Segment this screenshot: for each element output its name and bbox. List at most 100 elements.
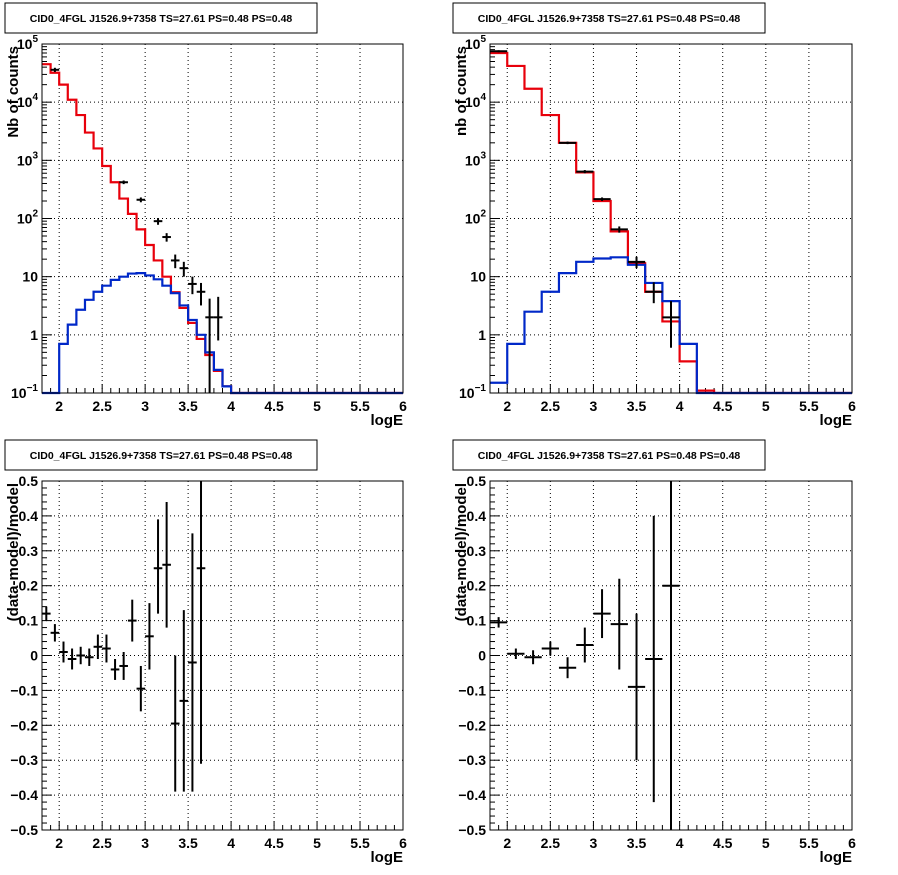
data-point	[179, 261, 189, 277]
y-tick-label: 0.5	[467, 473, 487, 489]
panel-bottom-right-residuals: CID0_4FGL J1526.9+7358 TS=27.61 PS=0.48 …	[452, 439, 856, 866]
y-tick-label: −0.4	[458, 787, 486, 803]
x-tick-label: 4	[227, 398, 235, 414]
x-tick-label: 6	[848, 835, 856, 851]
title-box	[4, 2, 318, 34]
data-point	[76, 646, 85, 665]
y-tick-label: −0.2	[10, 717, 38, 733]
data-point	[645, 282, 663, 304]
data-point	[610, 578, 628, 670]
x-tick-label: 3.5	[178, 835, 198, 851]
series-source-histogram	[42, 272, 403, 395]
y-tick-label: −0.5	[10, 822, 38, 838]
data-point	[524, 650, 542, 665]
x-tick-label: 2	[55, 835, 63, 851]
data-point	[593, 589, 611, 639]
y-tick-label: 0.4	[467, 508, 487, 524]
x-tick-label: 4.5	[713, 398, 733, 414]
x-tick-label: 5	[762, 835, 770, 851]
y-tick-label: −0.2	[458, 717, 486, 733]
x-tick-label: 4.5	[713, 835, 733, 851]
data-point	[490, 617, 508, 628]
data-point	[179, 610, 189, 792]
x-tick-label: 5	[313, 835, 321, 851]
data-point	[188, 533, 197, 792]
x-tick-label: 4	[676, 398, 684, 414]
x-tick-label: 5.5	[799, 835, 819, 851]
y-tick-label: 0.2	[19, 578, 39, 594]
data-point	[507, 648, 525, 659]
x-tick-label: 3	[141, 398, 149, 414]
data-point	[170, 655, 180, 792]
y-tick-label: 10	[470, 269, 486, 285]
x-axis-label: logE	[371, 412, 404, 429]
chart-title: CID0_4FGL J1526.9+7358 TS=27.61 PS=0.48 …	[30, 450, 293, 462]
data-point	[50, 67, 60, 73]
x-tick-label: 2	[55, 398, 63, 414]
x-tick-label: 4	[676, 835, 684, 851]
y-tick-label: 0.2	[467, 578, 487, 594]
data-point	[153, 217, 163, 225]
data-point	[576, 627, 594, 663]
data-point	[102, 634, 111, 663]
y-tick-label: 0.4	[19, 508, 39, 524]
chart-title: CID0_4FGL J1526.9+7358 TS=27.61 PS=0.48 …	[478, 13, 741, 25]
title-box	[4, 439, 318, 471]
data-point	[110, 658, 120, 680]
y-tick-label: 10−1	[459, 383, 486, 401]
title-box	[452, 2, 766, 34]
data-point	[170, 254, 180, 269]
data-point	[50, 624, 60, 642]
data-point	[136, 665, 146, 712]
data-point	[558, 657, 577, 679]
panel-top-right-counts: CID0_4FGL J1526.9+7358 TS=27.61 PS=0.48 …	[452, 2, 856, 429]
x-axis-label: logE	[820, 412, 853, 429]
x-tick-label: 5	[762, 398, 770, 414]
y-tick-label: 102	[17, 209, 39, 227]
y-tick-label: −0.1	[10, 682, 38, 698]
x-axis-label: logE	[371, 849, 404, 866]
y-tick-label: −0.1	[458, 682, 486, 698]
x-tick-label: 6	[848, 398, 856, 414]
data-point	[196, 481, 206, 764]
y-tick-label: 10	[22, 269, 38, 285]
y-tick-label: 0	[478, 648, 486, 664]
data-point	[136, 197, 146, 203]
x-tick-label: 3.5	[627, 835, 647, 851]
data-point	[145, 603, 154, 670]
y-tick-label: −0.3	[10, 752, 38, 768]
y-axis-label: (data-model)/model	[5, 483, 22, 621]
y-tick-label: 103	[465, 150, 487, 168]
y-tick-label: 105	[17, 34, 39, 52]
data-point	[593, 197, 611, 201]
y-tick-label: 102	[465, 209, 487, 227]
x-tick-label: 3.5	[178, 398, 198, 414]
x-tick-label: 4.5	[264, 398, 284, 414]
data-point	[188, 276, 197, 295]
x-tick-label: 6	[399, 398, 407, 414]
data-point	[490, 50, 508, 53]
y-tick-label: −0.5	[458, 822, 486, 838]
x-tick-label: 3	[590, 398, 598, 414]
panel-bottom-left-residuals: CID0_4FGL J1526.9+7358 TS=27.61 PS=0.48 …	[4, 439, 407, 866]
data-point	[627, 256, 646, 269]
y-tick-label: 1	[30, 327, 38, 343]
data-point	[558, 141, 577, 145]
data-point	[576, 170, 594, 174]
data-point	[662, 301, 680, 348]
y-tick-label: 104	[465, 92, 487, 110]
chart-title: CID0_4FGL J1526.9+7358 TS=27.61 PS=0.48 …	[478, 450, 741, 462]
plot-frame	[489, 43, 853, 394]
y-tick-label: 0.1	[467, 613, 487, 629]
y-tick-label: 0.5	[19, 473, 39, 489]
data-point	[127, 599, 137, 642]
data-point	[162, 501, 171, 628]
data-point	[42, 606, 51, 621]
y-tick-label: 0.3	[467, 543, 487, 559]
data-point	[119, 180, 128, 185]
plot-frame	[489, 480, 853, 831]
x-tick-label: 5.5	[350, 398, 370, 414]
chart-title: CID0_4FGL J1526.9+7358 TS=27.61 PS=0.48 …	[30, 13, 293, 25]
y-axis-label: Nb of counts	[5, 46, 22, 138]
series-model-histogram	[42, 63, 403, 395]
